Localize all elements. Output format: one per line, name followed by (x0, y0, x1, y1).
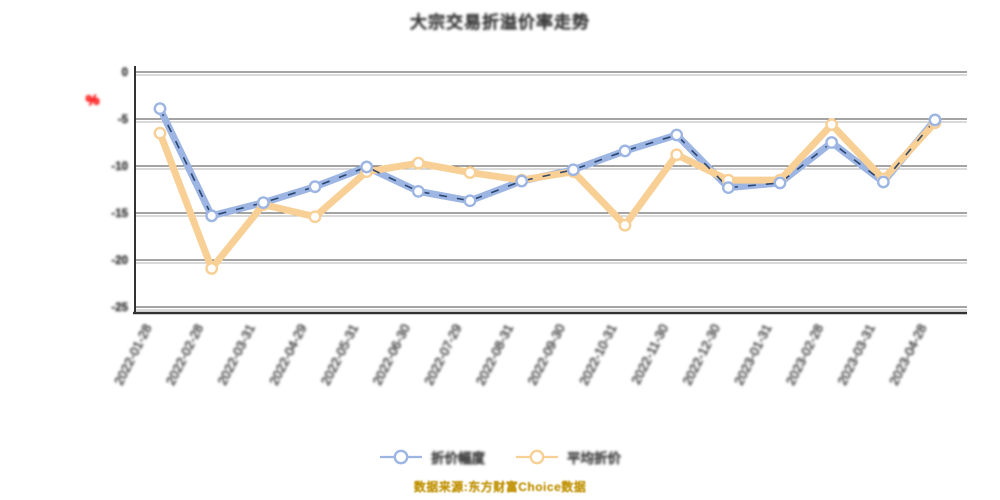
data-point-marker-1 (308, 210, 322, 224)
data-point-marker-0 (153, 102, 167, 116)
data-point-marker-1 (463, 166, 477, 179)
x-tick-label: 2023-02-28 (783, 322, 827, 388)
data-point-marker-0 (205, 209, 219, 223)
series-dash-overlay-0 (159, 108, 936, 217)
data-point-marker-0 (308, 180, 322, 194)
y-tick-label: -15 (111, 208, 128, 220)
y-tick-label: -25 (111, 302, 128, 314)
data-point-marker-1 (411, 156, 425, 170)
y-tick-label: -5 (118, 114, 129, 126)
data-point-marker-1 (205, 262, 219, 275)
data-point-marker-0 (256, 196, 270, 210)
x-tick-label: 2022-11-30 (628, 322, 671, 387)
x-tick-label: 2022-10-31 (576, 322, 620, 388)
legend-label-blue: 折价幅度 (431, 451, 485, 466)
data-point-marker-0 (721, 181, 735, 195)
data-point-marker-0 (618, 144, 632, 158)
data-point-marker-0 (566, 163, 580, 177)
line-marker-icon (516, 449, 558, 465)
data-point-marker-1 (153, 126, 167, 140)
data-point-marker-1 (618, 218, 632, 232)
x-tick-label: 2022-09-30 (524, 322, 568, 388)
line-marker-icon (380, 449, 422, 465)
y-tick-label: 0 (122, 67, 128, 79)
legend-item-orange: 平均折价 (515, 447, 621, 467)
legend-label-orange: 平均折价 (567, 451, 621, 466)
data-point-marker-0 (670, 128, 684, 142)
x-tick-label: 2022-01-28 (111, 322, 155, 388)
data-point-marker-0 (515, 174, 529, 188)
x-tick-label: 2022-03-31 (214, 322, 258, 388)
data-point-marker-1 (825, 118, 839, 132)
y-tick-label: -20 (111, 255, 128, 267)
data-source-watermark: 数据来源:东方财富Choice数据 (413, 480, 587, 494)
x-tick-label: 2022-08-31 (473, 322, 517, 388)
data-point-marker-0 (463, 194, 477, 208)
y-tick-label: -10 (111, 161, 128, 173)
data-point-marker-1 (670, 148, 684, 162)
x-tick-label: 2022-05-31 (318, 322, 362, 388)
data-point-marker-0 (773, 176, 787, 190)
data-point-marker-0 (825, 136, 839, 149)
x-tick-label: 2023-03-31 (834, 322, 878, 388)
chart-title: 大宗交易折溢价率走势 (410, 13, 590, 32)
x-tick-label: 2022-06-30 (369, 322, 413, 388)
x-tick-label: 2023-04-28 (886, 322, 930, 388)
data-point-marker-0 (876, 175, 890, 189)
legend-item-blue: 折价幅度 (379, 447, 485, 467)
x-tick-label: 2023-01-31 (731, 322, 775, 388)
data-point-marker-0 (360, 160, 374, 174)
data-point-marker-0 (928, 113, 942, 127)
x-tick-label: 2022-02-28 (163, 322, 207, 388)
data-point-marker-0 (411, 184, 425, 198)
x-tick-label: 2022-12-30 (679, 322, 723, 388)
series-line-0 (156, 105, 939, 220)
x-tick-label: 2022-07-29 (421, 322, 465, 388)
x-tick-label: 2022-04-29 (266, 322, 310, 388)
chart-legend: 折价幅度 平均折价 (0, 447, 1000, 467)
